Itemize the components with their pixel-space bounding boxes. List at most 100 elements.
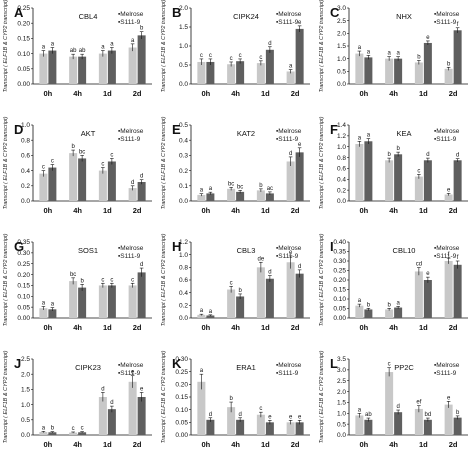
- x-tick-label: 0h: [359, 206, 368, 215]
- y-tick-label: 1.4: [337, 122, 346, 129]
- legend-item-melrose: ▪Melrose: [118, 362, 144, 369]
- bar-melrose-2d: [286, 422, 295, 435]
- bar-melrose-0h: [197, 381, 206, 435]
- x-tick-label: 4h: [231, 440, 240, 449]
- bar-melrose-1d: [414, 408, 423, 435]
- significance-letter: c: [101, 162, 104, 168]
- y-tick-label: 0.8: [21, 137, 30, 144]
- significance-letter: d: [396, 404, 399, 410]
- y-tick-label: 0.20: [17, 272, 30, 279]
- gene-name: ERA1: [236, 363, 256, 372]
- significance-letter: b: [447, 61, 451, 67]
- bar-melrose-1d: [98, 285, 107, 318]
- y-axis-label: Transcript ( ELF1B & CYP2 transcript): [161, 0, 167, 92]
- bar-s111-9-1d: [107, 50, 116, 84]
- panel-letter: A: [14, 5, 24, 20]
- bar-s111-9-2d: [295, 422, 304, 435]
- x-tick-label: 1d: [103, 89, 112, 98]
- bar-s111-9-1d: [265, 49, 274, 84]
- significance-letter: e: [289, 250, 293, 256]
- significance-letter: a: [209, 186, 213, 192]
- bar-melrose-1d: [98, 170, 107, 201]
- y-tick-label: 1.0: [21, 402, 30, 409]
- bar-s111-9-1d: [107, 285, 116, 318]
- panel-letter: E: [172, 122, 181, 137]
- x-tick-label: 1d: [419, 323, 428, 332]
- y-tick-label: 0.6: [337, 166, 346, 173]
- bar-melrose-4h: [69, 432, 78, 435]
- panel-letter: I: [330, 239, 334, 254]
- y-tick-label: 0.5: [337, 69, 346, 76]
- significance-letter: a: [358, 135, 362, 141]
- significance-letter: d: [110, 400, 113, 406]
- panel-j: J CIPK23 ▪Melrose▪S111-9 Transcript ( ELF1B…: [3, 350, 152, 449]
- bar-melrose-2d: [286, 71, 295, 84]
- significance-letter: e: [131, 370, 135, 376]
- y-tick-label: 1.5: [179, 24, 188, 31]
- bar-s111-9-0h: [206, 193, 215, 201]
- bar-s111-9-0h: [48, 50, 57, 84]
- significance-letter: b: [51, 426, 55, 432]
- bar-melrose-4h: [227, 188, 236, 201]
- panel-letter: C: [330, 5, 340, 20]
- y-tick-label: 0.05: [175, 420, 188, 427]
- x-tick-label: 4h: [231, 206, 240, 215]
- y-tick-label: 0.6: [21, 153, 30, 160]
- bar-melrose-2d: [128, 285, 137, 318]
- x-tick-label: 2d: [449, 440, 458, 449]
- x-tick-label: 2d: [133, 89, 142, 98]
- legend-item-s111-9: ▪S111-9: [434, 19, 457, 26]
- significance-letter: a: [367, 49, 371, 55]
- y-tick-label: 0.0: [337, 198, 346, 205]
- x-tick-label: 1d: [261, 323, 270, 332]
- bar-s111-9-4h: [394, 154, 403, 201]
- significance-letter: d: [238, 412, 241, 418]
- y-tick-label: 0.15: [17, 283, 30, 290]
- y-tick-label: 0.8: [337, 155, 346, 162]
- y-tick-label: 1.5: [337, 43, 346, 50]
- y-axis-label: Transcript ( ELF1B & CYP2 transcript): [319, 350, 325, 443]
- bar-melrose-0h: [39, 308, 48, 318]
- y-tick-label: 0.30: [175, 356, 188, 363]
- significance-letter: e: [426, 35, 430, 41]
- bar-melrose-0h: [197, 194, 206, 201]
- significance-letter: a: [42, 300, 46, 306]
- bar-melrose-0h: [355, 305, 364, 318]
- bar-s111-9-0h: [364, 141, 373, 201]
- significance-letter: a: [101, 45, 105, 51]
- gene-name: CBL4: [79, 12, 98, 21]
- legend-item-melrose: ▪Melrose: [118, 245, 144, 252]
- x-tick-label: 2d: [449, 89, 458, 98]
- x-tick-label: 2d: [291, 323, 300, 332]
- significance-letter: c: [259, 406, 262, 412]
- x-tick-label: 2d: [291, 89, 300, 98]
- legend: ▪Melrose▪S111-9: [118, 11, 144, 26]
- y-tick-label: 0.35: [333, 249, 346, 256]
- y-tick-label: 0.30: [333, 258, 346, 265]
- y-tick-label: 0.6: [179, 277, 188, 284]
- significance-letter: b: [259, 183, 263, 189]
- significance-letter: b: [140, 26, 144, 32]
- significance-letter: bd: [425, 412, 432, 418]
- x-tick-label: 4h: [73, 89, 82, 98]
- bar-s111-9-1d: [107, 409, 116, 435]
- legend-item-melrose: ▪Melrose: [434, 362, 460, 369]
- legend-item-s111-9: ▪S111-9: [118, 253, 141, 260]
- y-tick-label: 1.2: [337, 133, 346, 140]
- y-tick-label: 3.0: [337, 367, 346, 374]
- legend-item-melrose: ▪Melrose: [434, 128, 460, 135]
- bar-s111-9-4h: [394, 307, 403, 318]
- y-tick-label: 0.2: [179, 168, 188, 175]
- bar-melrose-1d: [256, 414, 265, 435]
- y-axis-label: Transcript ( ELF1B & CYP2 transcript): [319, 0, 325, 92]
- bar-s111-9-1d: [107, 161, 116, 201]
- significance-letter: ab: [365, 412, 372, 418]
- bar-s111-9-2d: [453, 30, 462, 84]
- gene-name: CIPK23: [75, 363, 101, 372]
- bar-melrose-1d: [98, 397, 107, 435]
- bar-s111-9-1d: [265, 193, 274, 201]
- y-axis-label: Transcript ( ELF1B & CYP2 transcript): [161, 350, 167, 443]
- significance-letter: a: [200, 368, 204, 374]
- legend-item-s111-9: ▪S111-9: [276, 370, 299, 377]
